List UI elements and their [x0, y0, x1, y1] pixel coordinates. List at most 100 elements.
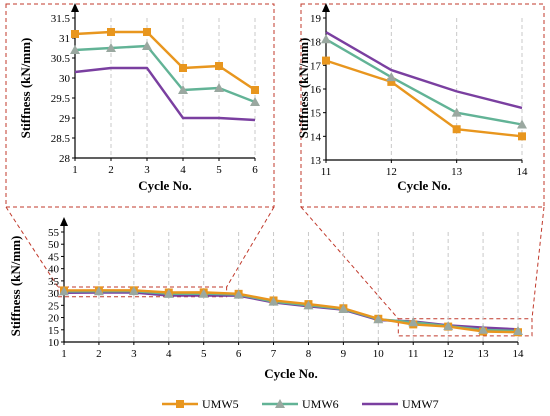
- x-tick-label: 4: [180, 164, 186, 176]
- point-umw5: [251, 86, 259, 94]
- point-umw5: [215, 62, 223, 70]
- legend-label-umw6: UMW6: [302, 397, 339, 411]
- zoom-callouts: [5, 3, 545, 337]
- x-axis-title: Cycle No.: [397, 178, 450, 193]
- series-line-umw7: [74, 66, 256, 122]
- point-umw6: [478, 324, 489, 334]
- point-umw6: [386, 72, 397, 82]
- x-tick-label: 11: [321, 166, 332, 178]
- point-umw6: [268, 296, 279, 306]
- series-line-umw7: [325, 31, 523, 110]
- x-axis-title: Cycle No.: [264, 366, 317, 381]
- point-umw6: [142, 41, 152, 50]
- point-umw6: [128, 286, 139, 296]
- y-tick-label: 45: [48, 251, 60, 263]
- point-umw6: [93, 286, 104, 296]
- y-tick-label: 28: [59, 153, 71, 165]
- point-umw6: [250, 97, 260, 106]
- x-tick-label: 13: [451, 166, 463, 178]
- x-tick-label: 12: [386, 166, 397, 178]
- point-umw5: [143, 28, 151, 36]
- x-tick-label: 3: [144, 164, 150, 176]
- point-umw5: [179, 64, 187, 72]
- y-tick-label: 14: [310, 131, 322, 143]
- point-umw6: [321, 34, 331, 44]
- y-tick-label: 13: [310, 155, 322, 167]
- x-tick-label: 14: [517, 166, 529, 178]
- y-tick-label: 55: [48, 227, 60, 239]
- series-line-umw6: [325, 38, 523, 126]
- point-umw5: [452, 125, 461, 134]
- legend-label-umw5: UMW5: [202, 397, 239, 411]
- zoom-box-left: [57, 286, 228, 298]
- x-tick-label: 6: [252, 164, 258, 176]
- x-tick-label: 12: [443, 348, 454, 360]
- series-line-umw5: [325, 59, 523, 138]
- x-tick-label: 10: [373, 348, 385, 360]
- connector-left-a: [5, 206, 59, 288]
- point-umw6: [198, 288, 209, 298]
- y-tick-label: 40: [48, 264, 60, 276]
- point-umw6: [106, 43, 116, 52]
- y-tick-label: 29.5: [51, 93, 71, 105]
- connector-right-a: [300, 206, 399, 320]
- point-umw6: [451, 107, 462, 117]
- y-tick-label: 35: [48, 276, 60, 288]
- x-tick-label: 4: [166, 348, 172, 360]
- y-tick-label: 18: [310, 37, 322, 49]
- y-tick-label: 20: [48, 313, 60, 325]
- point-umw5: [71, 30, 79, 38]
- y-axis-arrow: [322, 3, 330, 12]
- y-tick-label: 50: [48, 239, 60, 251]
- legend: UMW5 UMW6 UMW7: [162, 397, 439, 411]
- point-umw6: [338, 304, 349, 313]
- x-tick-label: 6: [236, 348, 242, 360]
- point-umw6: [233, 289, 244, 299]
- legend-marker-umw6: [275, 399, 285, 408]
- x-tick-label: 5: [201, 348, 207, 360]
- y-tick-label: 30.5: [51, 53, 71, 65]
- legend-marker-umw5: [176, 400, 184, 408]
- x-tick-label: 1: [61, 348, 67, 360]
- point-umw6: [163, 288, 174, 298]
- y-tick-label: 17: [310, 60, 322, 72]
- y-tick-label: 25: [48, 300, 60, 312]
- point-umw6: [214, 83, 224, 92]
- point-umw6: [517, 119, 527, 129]
- inset-left-chart: 28 28.5 29 29.5 30 30.5 31 31.5 1 2 3 4 5 6 Cycle No. S…: [18, 3, 260, 193]
- y-tick-label: 28.5: [51, 133, 71, 145]
- series-line-umw5: [74, 30, 256, 91]
- x-axis-title: Cycle No.: [138, 178, 191, 193]
- point-umw6: [59, 286, 69, 296]
- x-tick-label: 11: [408, 348, 419, 360]
- y-tick-label: 10: [48, 337, 60, 349]
- x-tick-label: 8: [306, 348, 312, 360]
- y-tick-label: 29: [59, 113, 71, 125]
- x-tick-label: 1: [72, 164, 78, 176]
- y-tick-label: 31: [59, 33, 70, 45]
- y-axis-title: Stiffness (kN/mm): [18, 38, 33, 139]
- connector-right-b: [531, 206, 545, 319]
- inset-frame-left: [5, 3, 275, 208]
- x-tick-label: 2: [108, 164, 114, 176]
- legend-label-umw7: UMW7: [402, 397, 439, 411]
- point-umw6: [70, 45, 80, 54]
- y-tick-label: 15: [48, 325, 60, 337]
- y-tick-label: 16: [310, 84, 322, 96]
- x-tick-label: 3: [131, 348, 137, 360]
- x-tick-label: 7: [271, 348, 277, 360]
- series-line-umw5: [63, 289, 519, 334]
- point-umw6: [303, 300, 314, 310]
- point-umw5: [322, 56, 330, 65]
- point-umw6: [373, 314, 384, 324]
- x-tick-label: 2: [96, 348, 102, 360]
- series-line-umw6: [74, 44, 256, 104]
- y-axis-title: Stiffness (kN/mm): [8, 236, 23, 337]
- point-umw6: [408, 317, 419, 327]
- inset-frame-right: [300, 3, 545, 208]
- y-axis-title: Stiffness (kN/mm): [296, 38, 311, 139]
- x-tick-label: 13: [478, 348, 490, 360]
- inset-right-chart: 13 14 15 16 17 18 19 11 12 13 14 Cycle No. Stiffness…: [296, 3, 528, 193]
- y-tick-label: 30: [59, 73, 71, 85]
